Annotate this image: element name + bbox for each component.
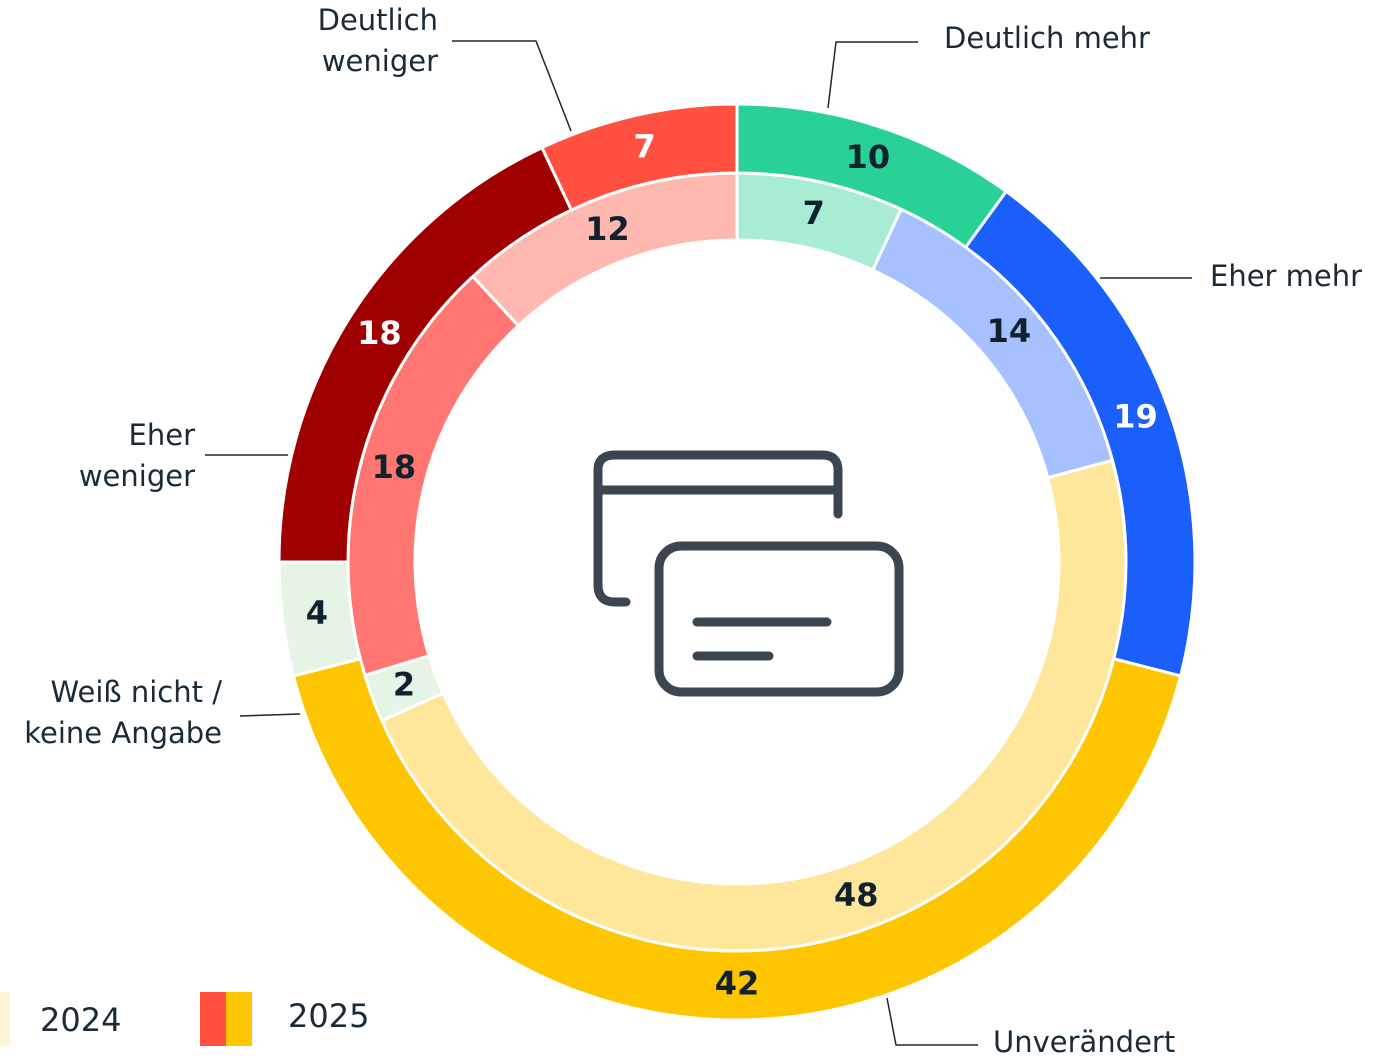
ring-segment <box>539 102 739 213</box>
value-label: 10 <box>846 138 891 176</box>
value-label: 18 <box>372 448 417 486</box>
rings: 7 14 48 2 18 12 10 19 42 4 18 7 <box>277 102 1197 1022</box>
category-label: Deutlich weniger <box>317 3 438 78</box>
value-label: 42 <box>715 965 760 1003</box>
leaders <box>205 40 1192 1046</box>
value-label: 7 <box>633 128 655 166</box>
leader-line <box>239 713 301 717</box>
legend-swatch <box>0 992 10 1046</box>
leader-line <box>452 40 572 132</box>
legend-label: 2025 <box>288 997 369 1035</box>
card-icon <box>593 450 904 697</box>
legend-label: 2024 <box>40 1001 121 1039</box>
legend-swatch <box>200 992 226 1046</box>
leader-line <box>827 41 918 109</box>
leader-line <box>886 997 978 1046</box>
value-label: 2 <box>393 665 415 703</box>
value-label: 18 <box>357 314 402 352</box>
ring-segment <box>291 656 1183 1022</box>
value-label: 14 <box>987 312 1032 350</box>
legend-swatch <box>226 992 252 1046</box>
category-label: Eher mehr <box>1210 259 1363 293</box>
category-label: Weiß nicht / keine Angabe <box>24 675 222 750</box>
value-label: 48 <box>834 876 879 914</box>
category-label: Eher weniger <box>78 418 195 493</box>
value-label: 19 <box>1113 398 1158 436</box>
category-label: Unverändert <box>993 1025 1176 1059</box>
value-label: 7 <box>803 194 825 232</box>
category-label: Deutlich mehr <box>944 21 1150 55</box>
value-label: 12 <box>585 210 630 248</box>
value-label: 4 <box>306 594 328 632</box>
